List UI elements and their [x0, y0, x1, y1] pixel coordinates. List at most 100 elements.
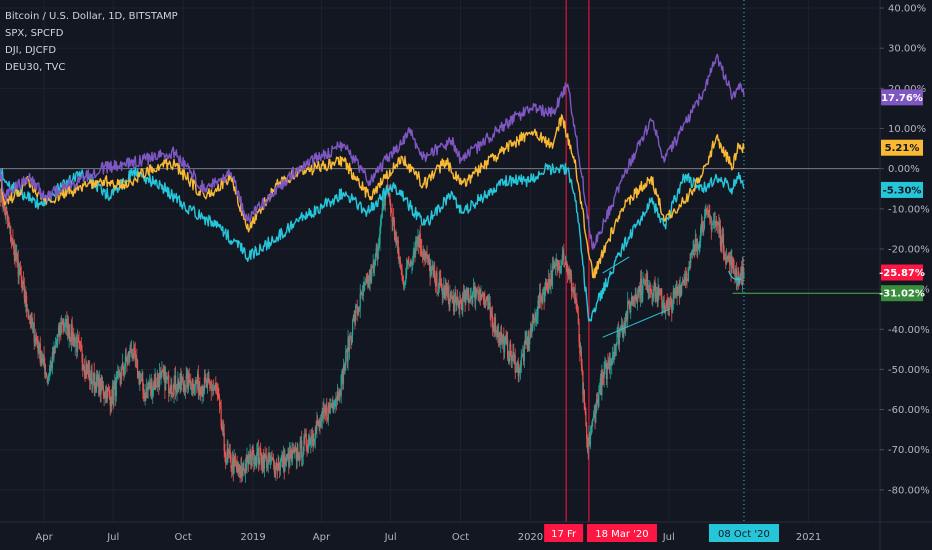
- candle-body: [587, 442, 589, 450]
- candle: [269, 455, 272, 469]
- candle-body: [575, 300, 577, 302]
- candle-body: [697, 244, 699, 249]
- candle: [460, 298, 462, 310]
- candle: [250, 449, 252, 470]
- candle-body: [619, 329, 621, 335]
- candle-body: [255, 456, 257, 465]
- candle: [98, 370, 101, 397]
- candle-body: [164, 371, 166, 391]
- candle-body: [435, 272, 437, 287]
- candle-body: [369, 269, 371, 283]
- candle-body: [428, 257, 430, 264]
- candle-body: [384, 193, 386, 206]
- candle: [640, 270, 642, 307]
- legend-btc[interactable]: Bitcoin / U.S. Dollar, 1D, BITSTAMP: [5, 11, 178, 22]
- candle-body: [49, 367, 51, 375]
- candle-body: [482, 293, 484, 298]
- candle-body: [366, 276, 368, 281]
- candle: [279, 458, 282, 476]
- candle: [357, 306, 359, 316]
- candle: [143, 389, 145, 402]
- candle-body: [94, 382, 96, 389]
- annotations: [0, 0, 880, 522]
- candle: [493, 316, 495, 338]
- candle-body: [724, 257, 726, 259]
- candle: [583, 382, 585, 402]
- candle-body: [734, 271, 736, 276]
- candle-body: [711, 224, 713, 230]
- candle-body: [508, 357, 510, 362]
- time-scale[interactable]: Apr Jul Oct 2019 Apr Jul Oct 2020 Jul 2021: [0, 521, 932, 543]
- candle: [316, 411, 318, 439]
- candle: [209, 381, 212, 390]
- candle-body: [288, 450, 291, 467]
- candle: [709, 214, 712, 224]
- candle-body: [395, 237, 397, 241]
- candle-body: [731, 258, 733, 274]
- candle-body: [133, 347, 136, 351]
- candle: [645, 280, 647, 291]
- candle: [440, 278, 443, 291]
- candle-body: [101, 385, 104, 388]
- candle-body: [459, 299, 462, 301]
- candle-body: [718, 222, 720, 234]
- candle: [205, 373, 207, 383]
- candle-body: [274, 472, 276, 475]
- candle-body: [596, 399, 598, 401]
- candle-body: [238, 464, 240, 472]
- candle-body: [190, 381, 192, 390]
- candle-body: [646, 273, 649, 292]
- candle-body: [652, 296, 654, 298]
- candle-body: [157, 377, 159, 382]
- candle-body: [175, 390, 177, 392]
- candle-body: [658, 287, 660, 294]
- legend-dji[interactable]: DJI, DJCFD: [5, 45, 57, 56]
- candle-body: [406, 260, 408, 268]
- legend-deu30[interactable]: DEU30, TVC: [5, 62, 66, 73]
- candle: [112, 381, 114, 410]
- candle-body: [8, 221, 10, 227]
- candle-body: [544, 288, 546, 301]
- candle-body: [392, 217, 394, 222]
- candle-body: [592, 415, 595, 419]
- candle: [35, 328, 37, 347]
- candle: [481, 291, 484, 298]
- candle-body: [331, 402, 333, 407]
- candle: [629, 301, 631, 314]
- candle-body: [645, 280, 647, 282]
- candle-body: [190, 387, 193, 390]
- candle-body: [63, 326, 66, 328]
- candle: [462, 291, 464, 317]
- candle: [187, 369, 190, 393]
- candle: [326, 417, 329, 423]
- candle: [624, 313, 627, 336]
- candle: [225, 458, 228, 465]
- candle-body: [364, 282, 367, 284]
- candle: [341, 369, 343, 385]
- candle: [721, 229, 723, 254]
- candle-body: [493, 325, 495, 333]
- candle: [459, 291, 461, 319]
- candle: [591, 420, 593, 434]
- candle-body: [663, 303, 665, 309]
- candle-body: [250, 459, 253, 465]
- candle: [529, 337, 531, 352]
- candle: [474, 282, 476, 309]
- candle: [592, 418, 594, 427]
- candle-body: [409, 264, 411, 266]
- candle-body: [641, 293, 643, 296]
- candle: [250, 453, 253, 470]
- candle-body: [81, 350, 83, 362]
- candle-body: [231, 457, 234, 469]
- candle: [342, 367, 344, 391]
- candle-body: [670, 299, 672, 304]
- legend-spx[interactable]: SPX, SPCFD: [5, 28, 64, 39]
- candle: [358, 306, 360, 317]
- candle-body: [141, 379, 143, 380]
- candle-body: [531, 327, 533, 332]
- candle-body: [628, 301, 630, 306]
- candle-body: [676, 286, 678, 296]
- candle-body: [154, 378, 156, 390]
- candle: [200, 385, 202, 397]
